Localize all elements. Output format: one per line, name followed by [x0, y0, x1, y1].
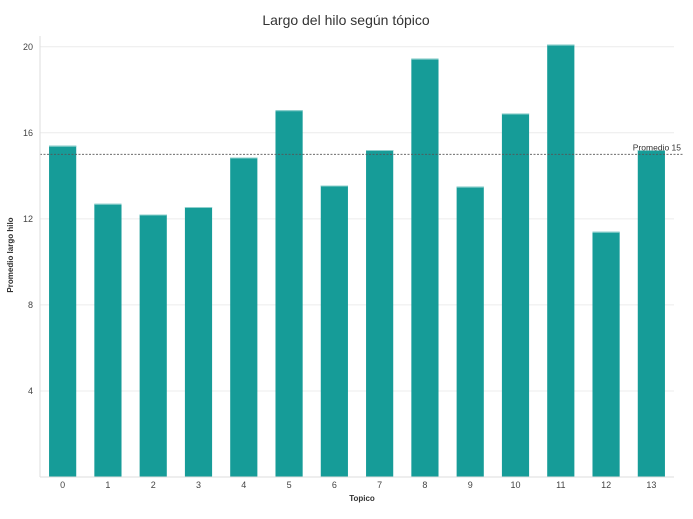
- chart-title: Largo del hilo según tópico: [262, 12, 430, 28]
- x-tick-label: 7: [377, 480, 382, 490]
- x-tick-label: 1: [105, 480, 110, 490]
- bar[interactable]: [94, 203, 122, 478]
- grid-lines: [40, 46, 674, 392]
- x-axis-title: Topico: [349, 494, 375, 503]
- bar[interactable]: [547, 44, 575, 477]
- bar[interactable]: [139, 214, 167, 478]
- x-tick-label: 0: [60, 480, 65, 490]
- x-tick-label: 9: [468, 480, 473, 490]
- x-tick-label: 12: [601, 480, 611, 490]
- x-tick-label: 2: [151, 480, 156, 490]
- x-tick-label: 11: [556, 480, 565, 490]
- bar[interactable]: [320, 185, 348, 477]
- x-tick-label: 6: [332, 480, 337, 490]
- y-tick-label: 16: [23, 128, 33, 138]
- y-tick-label: 12: [23, 214, 33, 224]
- bar[interactable]: [366, 150, 394, 477]
- bar[interactable]: [49, 145, 77, 477]
- reference-line-label: Promedio 15: [633, 142, 681, 152]
- reference-line-group: Promedio 15: [40, 142, 684, 155]
- y-tick-label: 20: [23, 42, 33, 52]
- x-tick-label: 13: [646, 480, 656, 490]
- y-axis-title: Promedio largo hilo: [6, 217, 15, 292]
- bar[interactable]: [230, 157, 258, 478]
- bar[interactable]: [501, 113, 530, 477]
- x-tick-label: 3: [196, 480, 201, 490]
- x-tick-label: 8: [422, 480, 427, 490]
- bar[interactable]: [275, 110, 303, 477]
- y-tick-label: 8: [28, 300, 33, 310]
- bars: [49, 44, 665, 478]
- x-tick-label: 10: [510, 480, 520, 490]
- bar[interactable]: [411, 58, 439, 478]
- y-tick-label: 4: [28, 386, 33, 396]
- x-tick-label: 5: [287, 480, 292, 490]
- bar[interactable]: [592, 231, 620, 477]
- bar[interactable]: [456, 186, 484, 477]
- bar[interactable]: [184, 207, 213, 477]
- x-tick-label: 4: [241, 480, 246, 490]
- bar[interactable]: [637, 150, 665, 477]
